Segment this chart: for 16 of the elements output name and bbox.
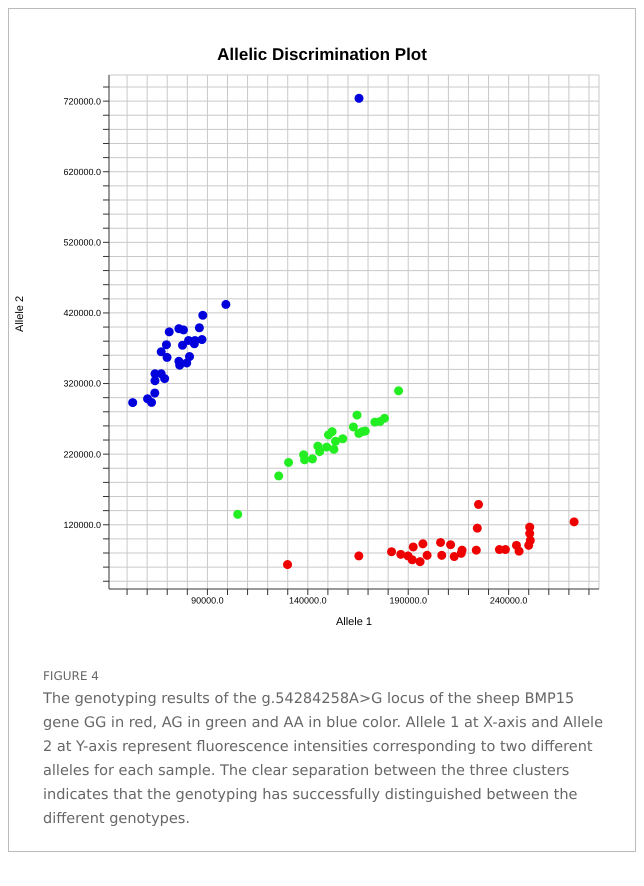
x-axis-title: Allele 1: [336, 616, 372, 628]
y-tick-label: 320000.0: [63, 378, 101, 389]
x-tick-label: 240000.0: [490, 595, 528, 606]
chart-title: Allelic Discrimination Plot: [216, 45, 428, 65]
x-tick-label: 190000.0: [389, 595, 427, 606]
x-tick-label: 90000.0: [191, 595, 224, 606]
caption: FIGURE 4: [43, 669, 100, 683]
y-tick-label: 620000.0: [63, 166, 101, 177]
text: The genotyping results of the g.54284258A>G locus of the sheep BMP15 gene GG in red, AG in green and AA in blue color. Allele 1 at X-axis and Allele 2 at Y-axis represent fluorescence intensities corresponding to two different alleles for each sample. The clear separation between the three clusters indicates that the genotyping has successfully distinguished between the different genotypes.: [43, 690, 604, 829]
y-tick-label: 120000.0: [63, 520, 101, 530]
y-axis-title: Allele 2: [14, 296, 26, 332]
y-tick-label: 520000.0: [63, 238, 101, 248]
y-tick-label: 220000.0: [63, 449, 101, 460]
y-tick-label: 420000.0: [63, 308, 101, 318]
y-tick-label: 720000.0: [63, 96, 101, 106]
x-tick-label: 140000.0: [289, 595, 327, 606]
